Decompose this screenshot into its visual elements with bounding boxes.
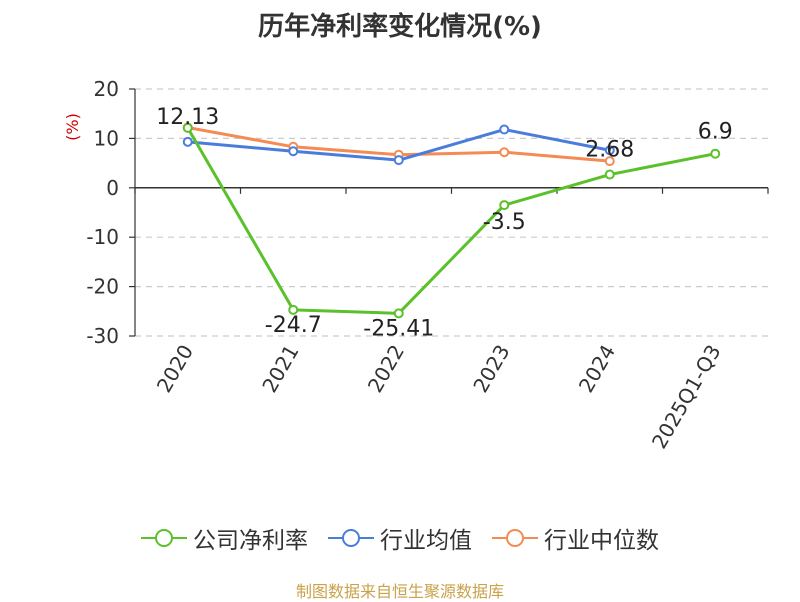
line-chart: 20 10 0 -10 -20 -30 2020 2021 2022 2023 2024 2025Q1… bbox=[63, 77, 769, 453]
series-point-0 bbox=[182, 122, 193, 133]
x-tick-label: 2024 bbox=[574, 341, 620, 397]
series-point-0 bbox=[604, 169, 615, 180]
legend: 公司净利率 行业均值 行业中位数 bbox=[0, 520, 800, 556]
y-tick-label: -10 bbox=[86, 225, 119, 249]
y-tick-label: 10 bbox=[94, 126, 119, 150]
series-point-1 bbox=[604, 145, 615, 156]
data-label-layer: 12.13 -24.7 -25.41 -3.5 2.68 6.9 bbox=[156, 105, 732, 341]
series-point-0 bbox=[499, 200, 510, 211]
series-point-0 bbox=[393, 308, 404, 319]
legend-item-series-0[interactable]: 公司净利率 bbox=[141, 521, 308, 555]
legend-circle bbox=[506, 529, 524, 547]
x-tick-label: 2025Q1-Q3 bbox=[647, 341, 726, 453]
legend-marker-icon bbox=[328, 529, 374, 547]
legend-marker-icon bbox=[141, 529, 187, 547]
x-tick-label: 2023 bbox=[468, 341, 514, 397]
x-tick-label: 2021 bbox=[257, 341, 303, 397]
legend-circle bbox=[155, 529, 173, 547]
series-point-1 bbox=[288, 146, 299, 157]
grid-layer bbox=[135, 88, 768, 337]
series-point-2 bbox=[604, 156, 615, 167]
legend-label: 公司净利率 bbox=[193, 528, 308, 554]
series-point-1 bbox=[182, 136, 193, 147]
series-layer bbox=[182, 122, 721, 319]
x-tick-label: 2022 bbox=[363, 341, 409, 397]
axis-layer: 20 10 0 -10 -20 -30 2020 2021 2022 2023 2024 2025Q1… bbox=[63, 77, 769, 453]
series-point-0 bbox=[710, 148, 721, 159]
data-label: 6.9 bbox=[698, 120, 733, 145]
series-point-2 bbox=[499, 147, 510, 158]
legend-item-series-2[interactable]: 行业中位数 bbox=[492, 521, 659, 555]
data-label: 12.13 bbox=[156, 105, 219, 130]
legend-circle bbox=[342, 529, 360, 547]
y-tick-label: -30 bbox=[86, 324, 119, 348]
legend-marker-icon bbox=[492, 529, 538, 547]
data-label: -24.7 bbox=[265, 313, 322, 338]
data-label: 2.68 bbox=[585, 138, 634, 163]
data-label: -3.5 bbox=[483, 210, 526, 235]
data-label: -25.41 bbox=[363, 316, 434, 341]
legend-label: 行业中位数 bbox=[544, 528, 659, 554]
y-tick-label: 0 bbox=[106, 176, 119, 200]
series-line-0 bbox=[186, 127, 716, 315]
y-tick-label: -20 bbox=[86, 275, 119, 299]
chart-title: 历年净利率变化情况(%) bbox=[258, 12, 542, 42]
source-note: 制图数据来自恒生聚源数据库 bbox=[295, 582, 504, 601]
series-point-1 bbox=[393, 155, 404, 166]
y-tick-label: 20 bbox=[94, 77, 119, 101]
y-axis-title: (%) bbox=[63, 113, 82, 141]
series-point-1 bbox=[499, 124, 510, 135]
legend-label: 行业均值 bbox=[380, 528, 472, 554]
series-point-0 bbox=[288, 304, 299, 315]
legend-item-series-1[interactable]: 行业均值 bbox=[328, 521, 472, 555]
x-tick-label: 2020 bbox=[152, 341, 198, 397]
